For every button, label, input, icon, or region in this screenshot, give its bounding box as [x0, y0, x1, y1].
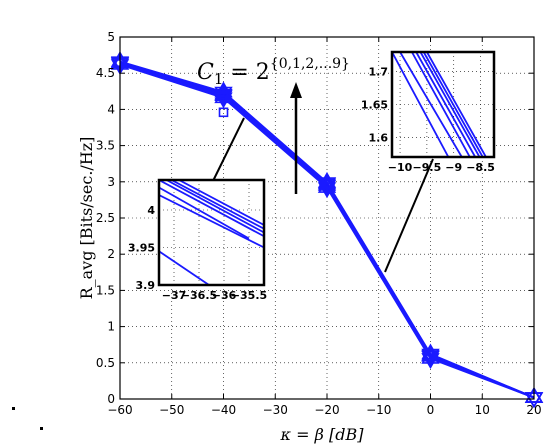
data-marker [421, 353, 440, 370]
inset-series-line [159, 250, 210, 285]
inset-series-line [415, 52, 476, 157]
data-marker [317, 176, 337, 193]
x-tick-label: 20 [526, 403, 541, 417]
annotation-eq: = 2 [223, 60, 269, 85]
inset-series-line [419, 52, 481, 157]
inset-series-line [392, 52, 450, 157]
inset-connectors [212, 117, 434, 273]
inset-lines [159, 180, 264, 285]
data-marker [214, 90, 233, 107]
annotation-text: C1 = 2{0,1,2,...9} [197, 56, 350, 88]
inset-series-line [171, 180, 264, 230]
inset-frame [157, 178, 266, 287]
insets: −37−36.5−36−35.5 3.9 3.95 4 −10 −9.5 −9 −8.5 1.6… [128, 50, 496, 302]
annotation-subscript: 1 [214, 70, 224, 88]
y-axis-label: R_avg [Bits/sec./Hz] [77, 137, 96, 300]
y-tick-label: 1.5 [96, 283, 115, 297]
data-marker [421, 350, 440, 367]
inset-frame [390, 50, 496, 159]
data-marker [317, 180, 337, 197]
inset-series-line [178, 180, 264, 226]
annotation: C1 = 2{0,1,2,...9} [197, 56, 350, 194]
stray-dot-2 [40, 427, 43, 430]
inset-2: −10 −9.5 −9 −8.5 1.6 1.65 1.7 [361, 50, 496, 174]
inset-x-tick-label: −8.5 [466, 161, 495, 174]
inset-series-line [159, 194, 264, 249]
inset-series-line [166, 180, 264, 234]
inset-y-tick-label: 1.6 [369, 131, 389, 144]
x-tick-label: −40 [211, 403, 236, 417]
data-marker [524, 386, 544, 403]
marker-group [110, 51, 544, 409]
inset-x-tick-label: −9 [445, 161, 462, 174]
inset-x-tick-label: −37 [162, 289, 187, 302]
inset-y-tick-label: 3.95 [128, 242, 155, 255]
x-tick-label: −10 [366, 403, 391, 417]
data-marker [214, 87, 233, 104]
y-tick-label: 3 [107, 175, 115, 189]
inset-connector-right [384, 158, 434, 273]
inset-y-tick-label: 1.65 [361, 99, 388, 112]
data-marker-square [218, 107, 229, 118]
inset-x-tick-label: −9.5 [413, 161, 442, 174]
inset-series-line [426, 52, 487, 157]
y-tick-label: 2 [107, 247, 115, 261]
x-tick-label: −50 [159, 403, 184, 417]
y-tick-label: 5 [107, 30, 115, 44]
inset-x-tick-label: −35.5 [231, 289, 267, 302]
inset-lines [392, 52, 487, 157]
inset-background [392, 52, 494, 157]
x-tick-label: 0 [427, 403, 435, 417]
y-tick-label: 2.5 [96, 211, 115, 225]
y-tick-label: 3.5 [96, 139, 115, 153]
inset-series-line [399, 52, 463, 157]
stray-dot-1 [12, 407, 15, 410]
y-tick-label: 0.5 [96, 356, 115, 370]
inset-x-tick-label: −36.5 [181, 289, 217, 302]
inset-series-line [159, 186, 250, 240]
y-tick-label: 1 [107, 320, 115, 334]
axis-ticks: −60 −50 −40 −30 −20 −10 0 10 20 0 0.5 1 1.5 2 2.5 3 3.5 4… [96, 30, 542, 417]
y-tick-label: 4.5 [96, 66, 115, 80]
annotation-arrowhead [290, 82, 302, 98]
data-marker [214, 92, 233, 109]
inset-1: −37−36.5−36−35.5 3.9 3.95 4 [128, 178, 267, 302]
annotation-c: C [197, 60, 214, 85]
inset-connector-left [212, 117, 245, 182]
x-tick-label: −60 [107, 403, 132, 417]
data-marker [421, 347, 440, 364]
data-marker [317, 182, 337, 199]
axis-labels: κ = β [dB] R_avg [Bits/sec./Hz] [77, 137, 364, 444]
inset-x-tick-label: −10 [388, 161, 413, 174]
x-tick-label: 10 [475, 403, 490, 417]
inset-series-line [159, 180, 264, 238]
inset-y-tick-label: 3.9 [136, 279, 156, 292]
inset-series-line [422, 52, 484, 157]
inset-y-tick-label: 4 [147, 204, 155, 217]
inset-series-line [411, 52, 471, 157]
x-axis-label: κ = β [dB] [280, 425, 365, 444]
y-tick-label: 4 [107, 102, 115, 116]
annotation-superscript: {0,1,2,...9} [270, 56, 350, 72]
x-tick-label: −30 [263, 403, 288, 417]
inset-y-tick-label: 1.7 [369, 66, 389, 79]
x-tick-label: −20 [314, 403, 339, 417]
y-tick-label: 0 [107, 392, 115, 406]
inset-x-tick-label: −36 [212, 289, 237, 302]
